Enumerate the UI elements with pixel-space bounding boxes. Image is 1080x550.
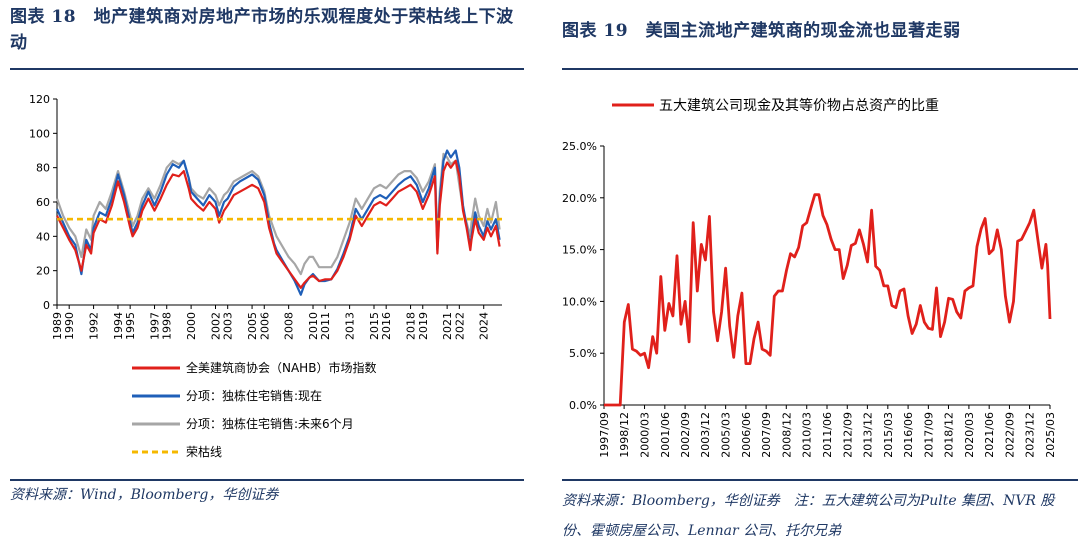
right-figure-title: 图表 19 美国主流地产建筑商的现金流也显著走弱 — [562, 21, 961, 41]
x-tick-label: 2003/12 — [699, 412, 712, 458]
x-tick-label: 2019 — [417, 312, 430, 340]
y-tick-label: 10.0% — [562, 295, 597, 308]
x-tick-label: 2020/03 — [963, 412, 976, 458]
left-figure-panel: 图表 18 地产建筑商对房地产市场的乐观程度处于荣枯线上下波动 0 20 40 60 8… — [0, 0, 526, 550]
left-source-note: 资料来源：Wind，Bloomberg，华创证券 — [10, 487, 279, 503]
x-tick-label: 2000/03 — [639, 412, 652, 458]
y-tick-label: 60 — [36, 196, 50, 209]
x-tick-label: 2007/09 — [760, 412, 773, 458]
y-tick-label: 0.0% — [569, 399, 597, 412]
series-line-0 — [604, 193, 1052, 407]
x-tick-label: 2016/06 — [902, 412, 915, 458]
left-source-rule — [10, 479, 524, 481]
x-tick-label: 2010/03 — [801, 412, 814, 458]
y-tick-label: 20.0% — [562, 192, 597, 205]
x-tick-label: 2012/09 — [841, 412, 854, 458]
x-tick-label: 2011/06 — [821, 412, 834, 458]
x-tick-label: 2001/06 — [659, 412, 672, 458]
y-tick-label: 100 — [29, 127, 50, 140]
x-tick-label: 1990 — [63, 312, 76, 340]
x-tick-label: 2000 — [185, 312, 198, 340]
x-tick-label: 2002/09 — [679, 412, 692, 458]
series-line-0 — [56, 159, 501, 289]
x-tick-label: 1992 — [88, 312, 101, 340]
x-tick-label: 2006/06 — [740, 412, 753, 458]
x-tick-label: 2018 — [405, 312, 418, 340]
x-tick-label: 2021/06 — [983, 412, 996, 458]
x-tick-label: 2003 — [222, 312, 235, 340]
x-tick-label: 2011 — [319, 312, 332, 340]
x-tick-label: 1997 — [149, 312, 162, 340]
left-title-rule — [10, 68, 524, 70]
x-tick-label: 2005 — [246, 312, 259, 340]
x-tick-label: 2022 — [453, 312, 466, 340]
x-tick-label: 2005/03 — [720, 412, 733, 458]
y-tick-label: 5.0% — [569, 347, 597, 360]
x-tick-label: 2013/12 — [861, 412, 874, 458]
x-tick-label: 2002 — [209, 312, 222, 340]
x-tick-label: 2015 — [368, 312, 381, 340]
y-tick-label: 120 — [29, 93, 50, 106]
x-tick-label: 2013 — [344, 312, 357, 340]
x-tick-label: 2022/09 — [1003, 412, 1016, 458]
x-tick-label: 1998 — [161, 312, 174, 340]
y-tick-label: 20 — [36, 265, 50, 278]
x-tick-label: 1997/09 — [598, 412, 611, 458]
x-tick-label: 1989 — [51, 312, 64, 340]
x-tick-label: 2016 — [380, 312, 393, 340]
x-tick-label: 2021 — [441, 312, 454, 340]
x-tick-label: 2008/12 — [780, 412, 793, 458]
series-line-1 — [55, 149, 501, 296]
x-tick-label: 2017/09 — [922, 412, 935, 458]
x-tick-label: 2015/03 — [882, 412, 895, 458]
right-title-rule — [562, 68, 1078, 70]
left-figure-title: 图表 18 地产建筑商对房地产市场的乐观程度处于荣枯线上下波动 — [10, 7, 514, 53]
legend-label-2: 分项：独栋住宅销售:未来6个月 — [186, 416, 354, 431]
x-tick-label: 2024 — [478, 312, 491, 340]
right-figure-panel: 图表 19 美国主流地产建筑商的现金流也显著走弱 0.0% 5.0% 10.0% 15… — [552, 0, 1080, 550]
x-tick-label: 2025/03 — [1044, 412, 1057, 458]
x-tick-label: 2023/12 — [1024, 412, 1037, 458]
x-tick-label: 2010 — [307, 312, 320, 340]
y-tick-label: 80 — [36, 162, 50, 175]
right-source-rule — [562, 479, 1078, 481]
legend-label-0: 全美建筑商协会（NAHB）市场指数 — [186, 360, 376, 375]
x-tick-label: 1995 — [124, 312, 137, 340]
legend-label-1: 分项：独栋住宅销售:现在 — [186, 388, 322, 403]
left-chart: 0 20 40 60 80 100 120 1989 1990 1992 1994 1995 1997 1… — [29, 93, 502, 459]
x-tick-label: 1998/12 — [618, 412, 631, 458]
legend-label-3: 荣枯线 — [186, 444, 222, 459]
right-source-note: 资料来源：Bloomberg，华创证券 注：五大建筑公司为Pulte 集团、NV… — [562, 493, 1055, 539]
x-tick-label: 1994 — [112, 312, 125, 340]
legend-label-0: 五大建筑公司现金及其等价物占总资产的比重 — [659, 97, 939, 114]
y-tick-label: 25.0% — [562, 140, 597, 153]
y-tick-label: 40 — [36, 230, 50, 243]
y-tick-label: 15.0% — [562, 244, 597, 257]
x-tick-label: 2006 — [258, 312, 271, 340]
right-chart: 0.0% 5.0% 10.0% 15.0% 20.0% 25.0% 1997/09 1998/… — [562, 97, 1057, 458]
x-tick-label: 2008 — [283, 312, 296, 340]
x-tick-label: 2018/12 — [942, 412, 955, 458]
y-tick-label: 0 — [43, 299, 50, 312]
